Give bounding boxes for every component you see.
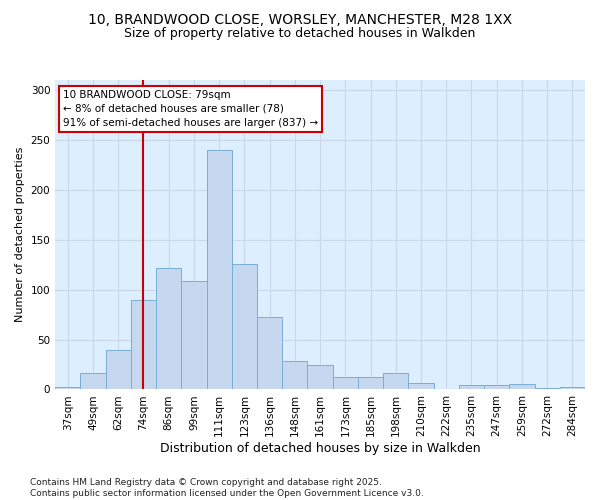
Y-axis label: Number of detached properties: Number of detached properties xyxy=(15,147,25,322)
Bar xyxy=(535,388,560,390)
Text: 10 BRANDWOOD CLOSE: 79sqm
← 8% of detached houses are smaller (78)
91% of semi-d: 10 BRANDWOOD CLOSE: 79sqm ← 8% of detach… xyxy=(63,90,318,128)
Bar xyxy=(484,386,509,390)
Bar xyxy=(307,364,332,390)
Bar xyxy=(131,300,156,390)
Bar xyxy=(282,360,307,390)
Bar xyxy=(409,384,434,390)
Bar xyxy=(560,388,585,390)
Bar xyxy=(156,268,181,390)
Bar xyxy=(80,374,106,390)
Bar xyxy=(55,388,80,390)
Bar xyxy=(206,150,232,390)
Bar xyxy=(257,316,282,390)
Bar xyxy=(332,378,358,390)
Text: Size of property relative to detached houses in Walkden: Size of property relative to detached ho… xyxy=(124,28,476,40)
Bar xyxy=(459,386,484,390)
Text: Contains HM Land Registry data © Crown copyright and database right 2025.
Contai: Contains HM Land Registry data © Crown c… xyxy=(30,478,424,498)
Text: 10, BRANDWOOD CLOSE, WORSLEY, MANCHESTER, M28 1XX: 10, BRANDWOOD CLOSE, WORSLEY, MANCHESTER… xyxy=(88,12,512,26)
Bar xyxy=(383,374,409,390)
Bar xyxy=(358,378,383,390)
Bar xyxy=(106,350,131,390)
Bar xyxy=(181,280,206,390)
X-axis label: Distribution of detached houses by size in Walkden: Distribution of detached houses by size … xyxy=(160,442,481,455)
Bar xyxy=(509,384,535,390)
Bar xyxy=(232,264,257,390)
